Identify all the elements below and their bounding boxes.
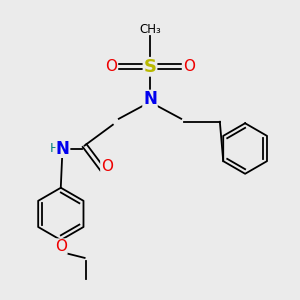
Text: N: N (56, 140, 70, 158)
Text: O: O (101, 159, 113, 174)
Text: O: O (183, 59, 195, 74)
Text: O: O (105, 59, 117, 74)
Text: CH₃: CH₃ (139, 23, 161, 36)
Text: O: O (55, 239, 67, 254)
Text: S: S (143, 58, 157, 76)
Text: H: H (49, 142, 59, 155)
Text: N: N (143, 91, 157, 109)
